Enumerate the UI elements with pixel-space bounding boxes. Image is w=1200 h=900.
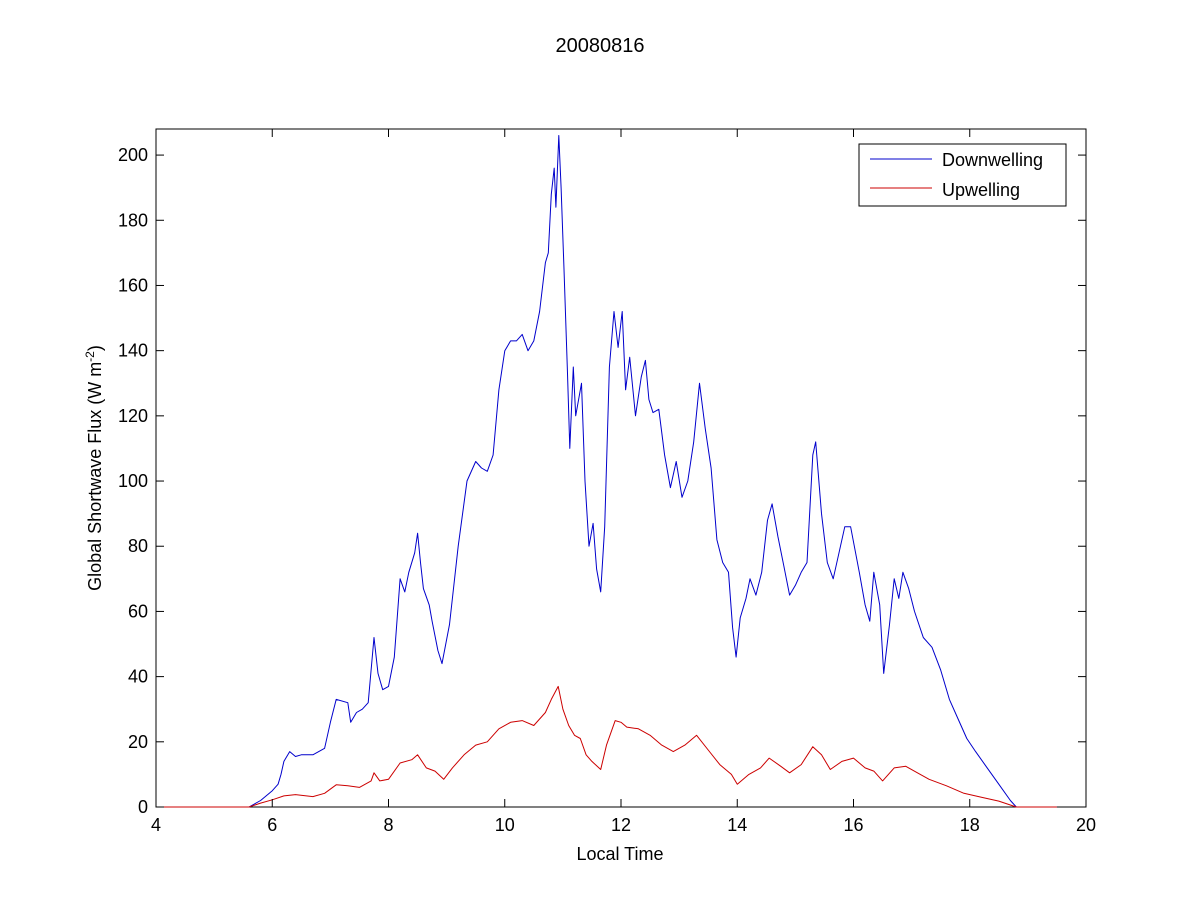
y-tick-label: 160 — [118, 275, 148, 295]
x-tick-label: 10 — [495, 815, 515, 835]
y-axis-label: Global Shortwave Flux (W m-2) — [83, 345, 105, 591]
y-axis-label-main: Global Shortwave Flux (W m — [85, 362, 105, 591]
y-axis-label-superscript: -2 — [83, 351, 97, 362]
y-tick-label: 120 — [118, 406, 148, 426]
x-tick-label: 8 — [383, 815, 393, 835]
y-tick-label: 40 — [128, 667, 148, 687]
x-tick-label: 6 — [267, 815, 277, 835]
x-tick-label: 12 — [611, 815, 631, 835]
x-axis-label: Local Time — [576, 844, 663, 864]
y-tick-label: 100 — [118, 471, 148, 491]
legend-box — [858, 143, 1067, 207]
y-tick-label: 80 — [128, 536, 148, 556]
legend-label-upwelling: Upwelling — [942, 180, 1020, 200]
x-tick-label: 18 — [960, 815, 980, 835]
x-tick-label: 20 — [1076, 815, 1096, 835]
y-tick-label: 180 — [118, 210, 148, 230]
legend-label-downwelling: Downwelling — [942, 150, 1043, 170]
tick-layer: 4 6 8 10 12 14 16 18 200204060801001201401601802… — [118, 129, 1096, 835]
x-tick-label: 4 — [151, 815, 161, 835]
y-axis-label-close: ) — [85, 345, 105, 351]
series-layer — [156, 135, 1057, 808]
x-tick-label: 14 — [727, 815, 747, 835]
y-tick-label: 60 — [128, 601, 148, 621]
series-line-downwelling — [156, 135, 1057, 808]
plot-area: 4 6 8 10 12 14 16 18 200204060801001201401601802… — [118, 128, 1096, 835]
x-tick-label: 16 — [843, 815, 863, 835]
legend: Downwelling Upwelling — [858, 143, 1067, 207]
chart-title: 20080816 — [556, 35, 645, 57]
axes-box — [155, 128, 1087, 808]
series-line-upwelling — [156, 685, 1057, 808]
y-tick-label: 0 — [138, 797, 148, 817]
y-tick-label: 200 — [118, 145, 148, 165]
y-tick-label: 140 — [118, 341, 148, 361]
y-tick-label: 20 — [128, 732, 148, 752]
